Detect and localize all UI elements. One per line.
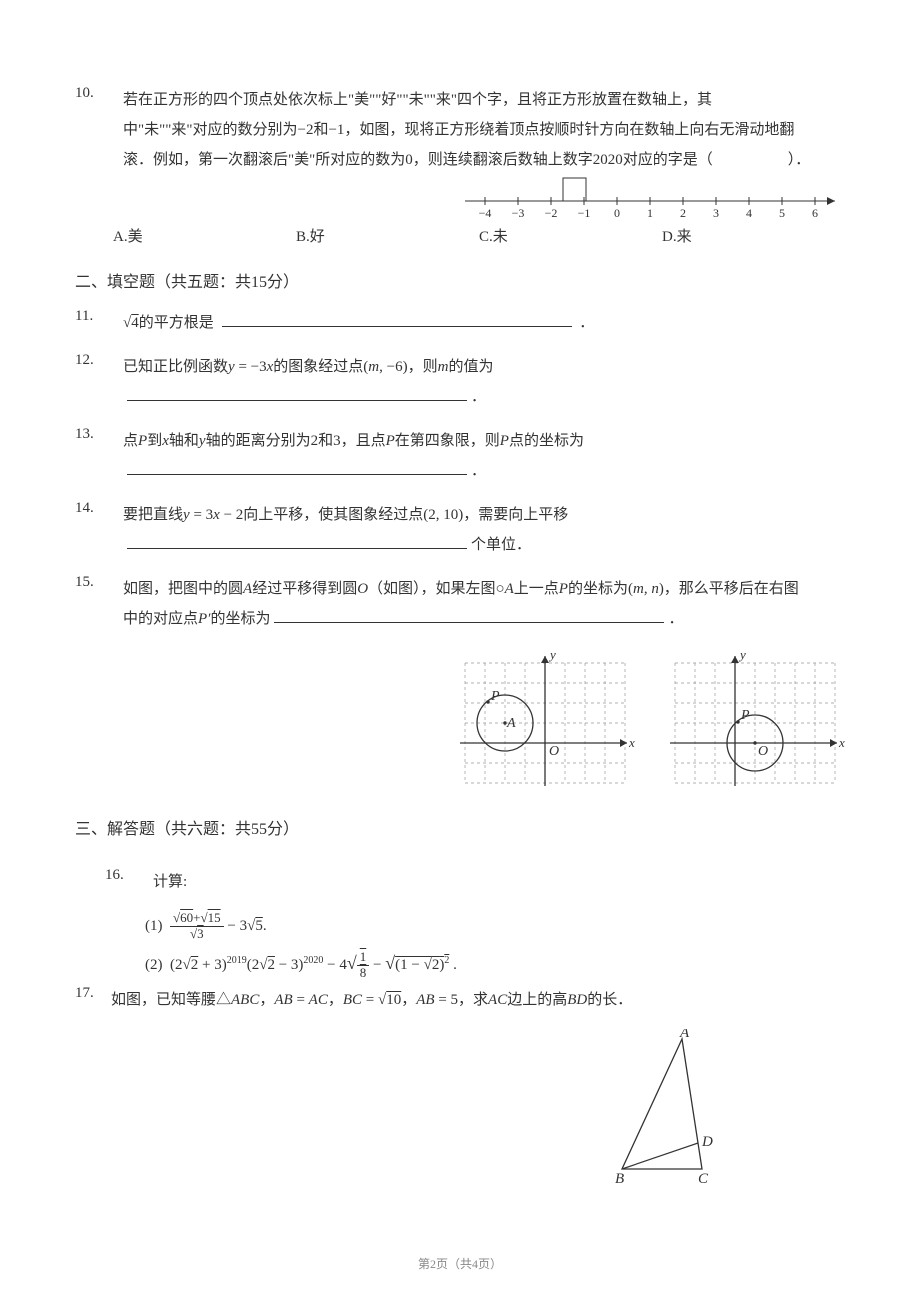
- number-line-figure: −4 −3 −2 −1 0 1 2 3 4 5 6: [460, 175, 850, 235]
- p15-line1: 如图，把图中的圆A经过平移得到圆O（如图），如果左图○A上一点P的坐标为(m, …: [123, 574, 845, 604]
- problem-16: 16. 计算:: [75, 867, 845, 897]
- option-a: A.美: [113, 225, 296, 246]
- svg-text:1: 1: [647, 206, 653, 220]
- svg-text:B: B: [615, 1171, 624, 1187]
- p13-body: 点P到x轴和y轴的距离分别为2和3，且点P在第四象限，则P点的坐标为 ．: [75, 426, 845, 486]
- page-footer: 第2页（共4页）: [0, 1255, 920, 1272]
- p11-before: √4的平方根是: [123, 315, 214, 331]
- svg-text:O: O: [549, 744, 559, 759]
- p14-body: 要把直线y = 3x − 2向上平移，使其图象经过点(2, 10)，需要向上平移…: [75, 500, 845, 560]
- triangle-figure: A B C D: [610, 1029, 740, 1194]
- p12-after: ．: [471, 389, 486, 405]
- problem-10: 10. 若在正方形的四个顶点处依次标上"美""好""未""来"四个字，且将正方形…: [75, 85, 845, 175]
- svg-text:x: x: [628, 735, 635, 750]
- problem-17: 17. 如图，已知等腰△ABC，AB = AC，BC = √10，AB = 5，…: [75, 985, 845, 1015]
- p11-num: 11.: [75, 308, 93, 325]
- p16-2: (2) (2√2 + 3)2019(2√2 − 3)2020 − 4√18 − …: [145, 946, 845, 981]
- p15-num: 15.: [75, 574, 94, 591]
- p16-1: (1) √60+√15√3 − 3√5.: [145, 911, 845, 942]
- p12-blank: [127, 383, 467, 401]
- p13-blank: [127, 457, 467, 475]
- p15-line2: 中的对应点P′的坐标为．: [123, 604, 845, 634]
- svg-text:A: A: [679, 1029, 690, 1041]
- p11-body: √4的平方根是 ．: [75, 308, 845, 338]
- section-2-title: 二、填空题（共五题：共15分）: [75, 268, 845, 292]
- svg-text:5: 5: [779, 206, 785, 220]
- svg-text:6: 6: [812, 206, 818, 220]
- p10-line3: 滚．例如，第一次翻滚后"美"所对应的数为0，则连续翻滚后数轴上数字2020对应的…: [123, 145, 845, 175]
- p10-line2: 中"未""来"对应的数分别为−2和−1，如图，现将正方形绕着顶点按顺时针方向在数…: [123, 115, 845, 145]
- svg-text:−3: −3: [512, 206, 525, 220]
- problem-15: 15. 如图，把图中的圆A经过平移得到圆O（如图），如果左图○A上一点P的坐标为…: [75, 574, 845, 634]
- svg-text:−1: −1: [578, 206, 591, 220]
- p15-graphs: P A O x y P O x y: [75, 648, 845, 793]
- p15-graph-left: P A O x y: [455, 648, 635, 793]
- svg-text:3: 3: [713, 206, 719, 220]
- svg-text:C: C: [698, 1171, 709, 1187]
- p11-after: ．: [579, 315, 594, 331]
- problem-12: 12. 已知正比例函数y = −3x的图象经过点(m, −6)，则m的值为 ．: [75, 352, 845, 412]
- svg-text:P: P: [490, 689, 500, 704]
- svg-text:−4: −4: [479, 206, 492, 220]
- svg-text:D: D: [701, 1134, 713, 1150]
- number-line-svg: −4 −3 −2 −1 0 1 2 3 4 5 6: [460, 175, 850, 230]
- svg-text:y: y: [738, 648, 746, 662]
- triangle-svg: A B C D: [610, 1029, 740, 1189]
- svg-text:−2: −2: [545, 206, 558, 220]
- p12-line1: 已知正比例函数y = −3x的图象经过点(m, −6)，则m的值为: [123, 352, 845, 382]
- p17-num: 17.: [75, 985, 94, 1002]
- svg-text:P: P: [740, 708, 750, 723]
- p11-blank: [222, 309, 572, 327]
- svg-text:0: 0: [614, 206, 620, 220]
- problem-14: 14. 要把直线y = 3x − 2向上平移，使其图象经过点(2, 10)，需要…: [75, 500, 845, 560]
- problem-10-num: 10.: [75, 85, 94, 102]
- svg-text:x: x: [838, 735, 845, 750]
- p17-text: 如图，已知等腰△ABC，AB = AC，BC = √10，AB = 5，求AC边…: [111, 992, 632, 1008]
- p16-text: 计算:: [153, 867, 845, 897]
- svg-text:y: y: [548, 648, 556, 662]
- p16-body: 计算:: [105, 867, 845, 897]
- p16-subs: (1) √60+√15√3 − 3√5. (2) (2√2 + 3)2019(2…: [75, 911, 845, 981]
- p14-blank: [127, 531, 467, 549]
- option-b: B.好: [296, 225, 479, 246]
- problem-11: 11. √4的平方根是 ．: [75, 308, 845, 338]
- p14-num: 14.: [75, 500, 94, 517]
- problem-13: 13. 点P到x轴和y轴的距离分别为2和3，且点P在第四象限，则P点的坐标为 ．: [75, 426, 845, 486]
- p14-line1: 要把直线y = 3x − 2向上平移，使其图象经过点(2, 10)，需要向上平移: [123, 500, 845, 530]
- p15-body: 如图，把图中的圆A经过平移得到圆O（如图），如果左图○A上一点P的坐标为(m, …: [75, 574, 845, 634]
- svg-text:2: 2: [680, 206, 686, 220]
- p12-num: 12.: [75, 352, 94, 369]
- p17-body: 如图，已知等腰△ABC，AB = AC，BC = √10，AB = 5，求AC边…: [75, 985, 845, 1015]
- p15-blank: [274, 605, 664, 623]
- p14-after: 个单位．: [471, 537, 531, 553]
- p13-line1: 点P到x轴和y轴的距离分别为2和3，且点P在第四象限，则P点的坐标为: [123, 426, 845, 456]
- p16-num: 16.: [105, 867, 124, 884]
- p15-graph-right: P O x y: [665, 648, 845, 793]
- p12-body: 已知正比例函数y = −3x的图象经过点(m, −6)，则m的值为 ．: [75, 352, 845, 412]
- p13-num: 13.: [75, 426, 94, 443]
- p13-after: ．: [471, 463, 486, 479]
- section-3-title: 三、解答题（共六题：共55分）: [75, 815, 845, 839]
- svg-text:4: 4: [746, 206, 752, 220]
- svg-text:O: O: [758, 744, 768, 759]
- p10-line1: 若在正方形的四个顶点处依次标上"美""好""未""来"四个字，且将正方形放置在数…: [123, 85, 845, 115]
- svg-text:A: A: [506, 716, 516, 731]
- problem-10-body: 若在正方形的四个顶点处依次标上"美""好""未""来"四个字，且将正方形放置在数…: [75, 85, 845, 175]
